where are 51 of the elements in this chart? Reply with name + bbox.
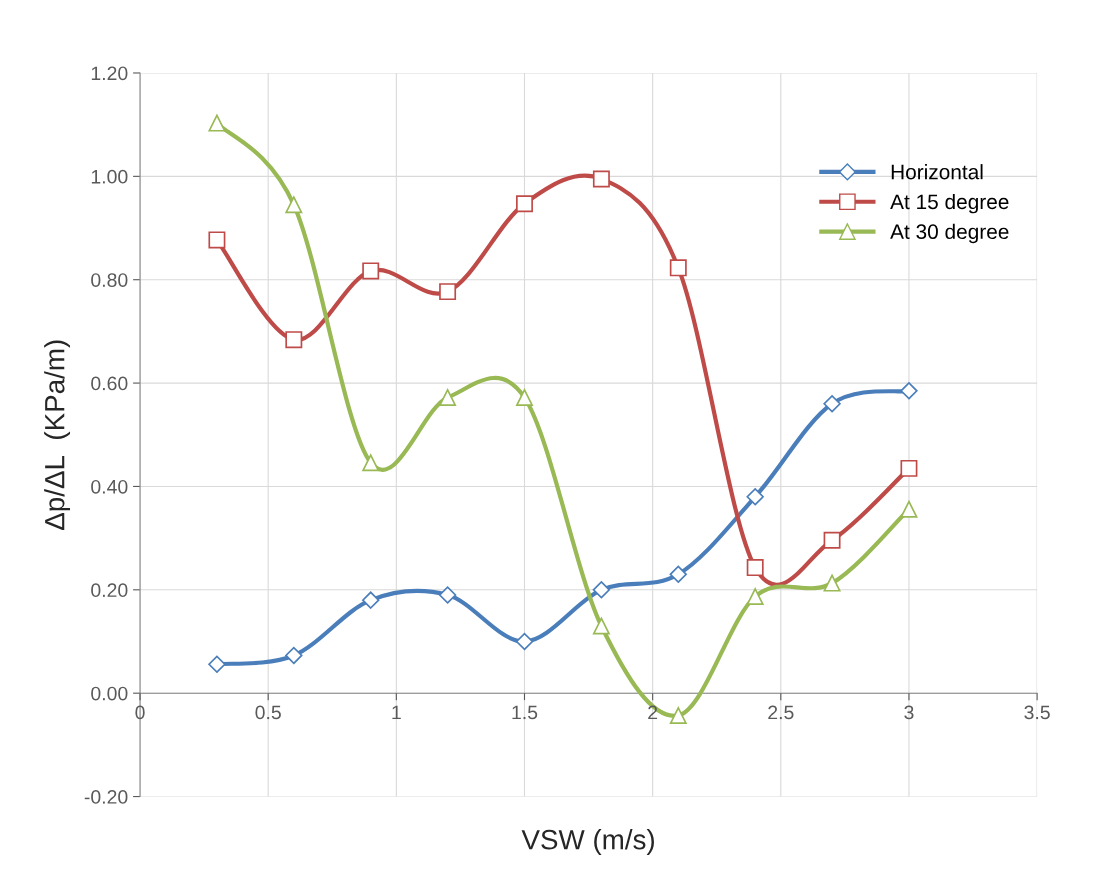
point xyxy=(900,500,918,518)
x-axis-title: VSW (m/s) xyxy=(521,829,654,855)
y-tick-label: 1.20 xyxy=(91,66,128,81)
y-tick-label: 0.20 xyxy=(91,583,128,598)
point xyxy=(823,395,841,413)
point xyxy=(592,581,611,599)
x-tick-label: 0 xyxy=(135,705,145,720)
x-tick-label: 0.5 xyxy=(255,705,281,720)
point xyxy=(823,574,841,592)
point xyxy=(746,488,764,506)
point xyxy=(746,559,764,577)
point xyxy=(515,632,534,651)
x-tick-label: 2.5 xyxy=(768,705,794,720)
point xyxy=(823,531,841,549)
point xyxy=(516,195,533,213)
point xyxy=(669,565,687,584)
x-tick-label: 2 xyxy=(648,705,658,720)
point xyxy=(362,591,380,609)
y-tick-label: 1.00 xyxy=(91,169,128,184)
point xyxy=(208,114,226,132)
point xyxy=(516,389,533,407)
x-tick-label: 1.5 xyxy=(512,705,538,720)
point xyxy=(669,259,687,277)
point xyxy=(208,231,226,249)
y-tick-label: -0.20 xyxy=(84,790,128,804)
y-tick-label: 0.80 xyxy=(91,273,128,287)
point xyxy=(208,655,226,673)
point xyxy=(285,331,303,349)
point xyxy=(746,588,764,606)
point xyxy=(900,382,918,400)
point xyxy=(362,262,380,280)
point xyxy=(592,617,610,635)
x-tick-label: 3.5 xyxy=(1024,705,1050,720)
y-tick-label: 0.40 xyxy=(91,479,128,494)
point xyxy=(285,646,303,665)
point xyxy=(669,706,687,724)
point xyxy=(439,283,457,301)
point xyxy=(439,389,457,407)
point xyxy=(285,196,303,214)
y-tick-label: 0.60 xyxy=(91,376,128,391)
point xyxy=(362,454,380,472)
legend-label: At 15 degree xyxy=(890,193,1009,214)
point xyxy=(900,459,918,477)
x-tick-label: 1 xyxy=(392,705,401,720)
legend-label: Horizontal xyxy=(891,164,983,180)
legend-label: At 30 degree xyxy=(890,223,1009,244)
y-axis-title: Δp/ΔL (KPa/m) xyxy=(44,340,71,530)
point xyxy=(592,170,610,188)
y-tick-label: 0.00 xyxy=(91,686,128,701)
point xyxy=(438,586,457,604)
x-tick-label: 3 xyxy=(904,705,914,720)
